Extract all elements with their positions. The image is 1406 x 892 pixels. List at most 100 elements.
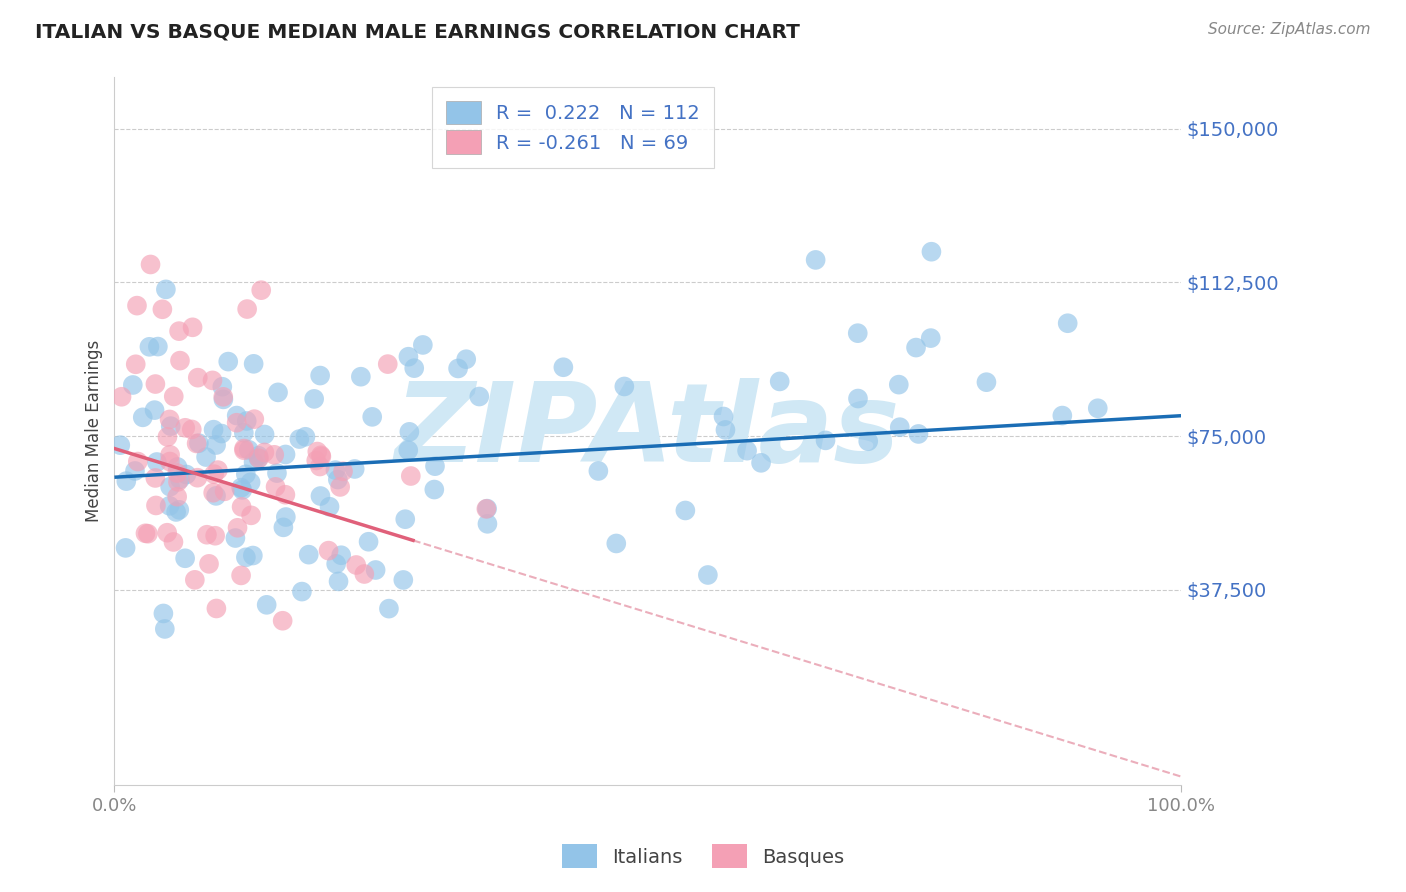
Point bbox=[195, 527, 218, 541]
Point bbox=[165, 505, 187, 519]
Point bbox=[187, 436, 209, 450]
Point bbox=[124, 464, 146, 478]
Point bbox=[404, 361, 426, 376]
Point bbox=[329, 480, 352, 494]
Point bbox=[344, 558, 367, 572]
Point bbox=[233, 442, 256, 456]
Point bbox=[166, 466, 188, 480]
Point bbox=[204, 529, 226, 543]
Point bbox=[267, 385, 290, 400]
Point bbox=[423, 483, 446, 497]
Point bbox=[673, 503, 696, 517]
Point bbox=[184, 573, 207, 587]
Point bbox=[1087, 401, 1109, 416]
Point bbox=[231, 481, 253, 495]
Point bbox=[553, 360, 575, 375]
Point bbox=[231, 500, 253, 514]
Point bbox=[423, 459, 446, 474]
Point bbox=[605, 536, 627, 550]
Point bbox=[174, 421, 197, 435]
Point bbox=[271, 614, 294, 628]
Point bbox=[735, 443, 758, 458]
Point bbox=[274, 447, 297, 461]
Point bbox=[889, 420, 911, 434]
Point bbox=[202, 467, 225, 482]
Point bbox=[205, 438, 228, 452]
Point bbox=[162, 535, 184, 549]
Point bbox=[114, 541, 136, 555]
Point bbox=[253, 427, 276, 442]
Point bbox=[814, 434, 837, 448]
Point bbox=[274, 488, 297, 502]
Point bbox=[309, 448, 332, 462]
Point bbox=[288, 432, 311, 446]
Point bbox=[229, 568, 252, 582]
Point bbox=[121, 378, 143, 392]
Point bbox=[361, 409, 384, 424]
Point bbox=[396, 443, 419, 458]
Point bbox=[201, 373, 224, 387]
Point bbox=[749, 456, 772, 470]
Point bbox=[588, 464, 610, 478]
Point bbox=[166, 460, 188, 475]
Point bbox=[858, 434, 880, 449]
Point bbox=[468, 390, 491, 404]
Point bbox=[153, 622, 176, 636]
Point bbox=[195, 450, 218, 464]
Point bbox=[146, 340, 169, 354]
Point bbox=[167, 475, 190, 489]
Point bbox=[187, 370, 209, 384]
Point bbox=[475, 501, 498, 516]
Point bbox=[247, 451, 270, 466]
Point bbox=[1056, 316, 1078, 330]
Point bbox=[273, 520, 295, 534]
Point bbox=[613, 379, 636, 393]
Legend: R =  0.222   N = 112, R = -0.261   N = 69: R = 0.222 N = 112, R = -0.261 N = 69 bbox=[432, 87, 714, 168]
Point bbox=[156, 525, 179, 540]
Point bbox=[412, 338, 434, 352]
Point bbox=[156, 430, 179, 444]
Point bbox=[1052, 409, 1074, 423]
Point bbox=[328, 574, 350, 589]
Point bbox=[309, 459, 332, 474]
Point bbox=[110, 438, 132, 452]
Point bbox=[217, 354, 239, 368]
Point bbox=[242, 549, 264, 563]
Point bbox=[159, 419, 181, 434]
Point bbox=[447, 361, 470, 376]
Point bbox=[353, 566, 375, 581]
Point bbox=[232, 425, 254, 440]
Point bbox=[377, 357, 399, 371]
Point bbox=[309, 489, 332, 503]
Point bbox=[325, 557, 347, 571]
Point bbox=[475, 501, 498, 516]
Point bbox=[139, 257, 162, 271]
Point bbox=[176, 467, 198, 482]
Point bbox=[211, 426, 233, 441]
Point bbox=[205, 489, 228, 503]
Point bbox=[357, 534, 380, 549]
Point bbox=[235, 414, 257, 428]
Point bbox=[242, 357, 264, 371]
Point bbox=[152, 607, 174, 621]
Point bbox=[150, 302, 173, 317]
Point bbox=[399, 469, 422, 483]
Point bbox=[247, 451, 270, 466]
Point bbox=[396, 350, 419, 364]
Point bbox=[169, 353, 191, 368]
Point bbox=[920, 331, 942, 345]
Point bbox=[134, 526, 156, 541]
Point bbox=[378, 601, 401, 615]
Point bbox=[233, 443, 256, 458]
Point bbox=[159, 480, 181, 494]
Point bbox=[294, 430, 316, 444]
Point bbox=[236, 301, 259, 316]
Point bbox=[696, 568, 718, 582]
Point bbox=[110, 390, 132, 404]
Point bbox=[332, 464, 354, 478]
Point bbox=[887, 377, 910, 392]
Point bbox=[325, 463, 347, 477]
Point bbox=[167, 324, 190, 338]
Point bbox=[256, 598, 278, 612]
Point bbox=[159, 448, 181, 462]
